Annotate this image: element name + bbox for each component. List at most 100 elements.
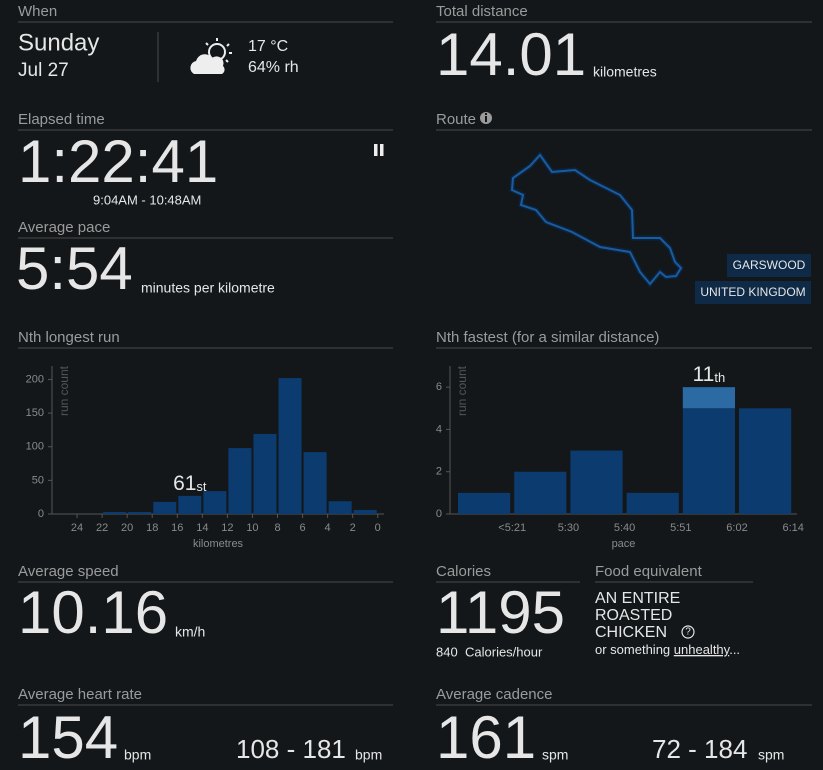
food-note: or something unhealthy... [595, 642, 740, 657]
x-tick-label: 6:14 [782, 522, 803, 534]
y-tick-label: 200 [26, 373, 44, 385]
bar [570, 450, 623, 514]
food-prefix: or something [595, 642, 670, 657]
help-mark[interactable]: ? [685, 627, 691, 638]
calories-per-hour-unit: Calories/hour [465, 644, 543, 659]
section-label: Average speed [18, 563, 119, 580]
pace-value: 5:54 [16, 235, 133, 302]
bar [458, 492, 511, 514]
cadence-unit: spm [542, 747, 568, 763]
section-label: Nth longest run [18, 329, 120, 346]
bar [253, 433, 277, 514]
calories-per-hour: 840 [436, 644, 458, 659]
section-label: Average heart rate [18, 686, 142, 703]
y-tick-label: 100 [26, 441, 44, 453]
rank: 11 [693, 363, 715, 386]
x-tick-label: 8 [274, 522, 280, 534]
x-tick-label: 0 [375, 522, 381, 534]
bar [353, 509, 377, 514]
y-axis-label: run count [455, 365, 469, 416]
cadence-range: 72 - 184 [652, 734, 747, 764]
rank-annotation: 61st [173, 471, 207, 494]
bar [203, 491, 227, 514]
x-tick-label: 2 [350, 522, 356, 534]
bar-highlight [682, 387, 735, 409]
rank-suffix: st [196, 479, 207, 494]
place-badge [727, 254, 811, 277]
rank-suffix: th [714, 371, 725, 386]
y-tick-label: 4 [436, 423, 442, 435]
x-tick-label: 16 [171, 522, 183, 534]
place: UNITED KINGDOM [700, 285, 805, 299]
bar [153, 501, 177, 514]
x-tick-label: 14 [196, 522, 208, 534]
speed-value: 10.16 [18, 579, 168, 646]
y-tick-label: 0 [436, 508, 442, 520]
food-line: AN ENTIRE [595, 590, 680, 607]
route-path [510, 153, 683, 286]
food-line: CHICKEN [595, 624, 667, 641]
place-badge [695, 281, 811, 304]
x-tick-label: 12 [221, 522, 233, 534]
y-tick-label: 6 [436, 381, 442, 393]
x-tick-label: 5:40 [614, 522, 635, 534]
x-tick-label: 4 [325, 522, 331, 534]
day: Sunday [18, 29, 99, 56]
place: GARSWOOD [733, 258, 806, 272]
y-axis-label: run count [57, 365, 71, 416]
section-label: Nth fastest (for a similar distance) [436, 329, 659, 346]
elapsed-value: 1:22:41 [18, 128, 218, 195]
bar [303, 452, 327, 514]
section-label: Average cadence [436, 686, 552, 703]
heart-value: 154 [18, 704, 118, 770]
bar [228, 448, 252, 514]
cadence-range-unit: spm [758, 747, 784, 763]
food-suffix: ... [729, 642, 740, 657]
x-tick-label: 5:30 [558, 522, 579, 534]
speed-unit: km/h [175, 624, 205, 640]
rank-annotation: 11th [693, 363, 726, 386]
food-link[interactable]: unhealthy [674, 642, 731, 657]
x-tick-label: 22 [96, 522, 108, 534]
temperature: 17 °C [248, 38, 288, 55]
x-tick-label: 18 [146, 522, 158, 534]
bar [514, 471, 567, 514]
x-tick-label: 5:51 [670, 522, 691, 534]
section-label: Calories [436, 563, 491, 580]
distance-unit: kilometres [593, 64, 657, 80]
section-label: Total distance [436, 3, 528, 20]
bar [128, 511, 152, 514]
x-tick-label: 20 [121, 522, 133, 534]
calories-value: 1195 [436, 579, 565, 646]
distance-value: 14.01 [436, 21, 586, 88]
y-tick-label: 2 [436, 466, 442, 478]
x-axis-label: kilometres [193, 538, 244, 550]
x-tick-label: 6:02 [726, 522, 747, 534]
help-icon[interactable] [681, 625, 695, 639]
heart-unit: bpm [124, 747, 151, 763]
section-label: Elapsed time [18, 111, 105, 128]
date: Jul 27 [18, 60, 69, 81]
bar [278, 378, 302, 514]
bar [178, 495, 202, 514]
section-label: Average pace [18, 219, 110, 236]
rank: 61 [173, 471, 196, 494]
y-tick-label: 150 [26, 407, 44, 419]
y-tick-label: 50 [32, 474, 44, 486]
fastest-chart: 0 2 4 6 run count pace <5:21 5:30 5:40 5:51 6:02 6:… [436, 363, 804, 550]
info-icon[interactable] [480, 112, 492, 124]
section-label: When [18, 3, 57, 20]
y-tick-label: 0 [38, 508, 44, 520]
x-tick-label: 6 [300, 522, 306, 534]
heart-range-unit: bpm [355, 747, 382, 763]
pause-button[interactable] [374, 144, 384, 156]
bar [739, 408, 792, 514]
pace-unit: minutes per kilometre [141, 280, 275, 296]
elapsed-span: 9:04AM - 10:48AM [93, 192, 201, 207]
bar [328, 501, 352, 514]
x-tick-label: 10 [246, 522, 258, 534]
bar [682, 408, 735, 514]
x-tick-label: <5:21 [498, 522, 526, 534]
